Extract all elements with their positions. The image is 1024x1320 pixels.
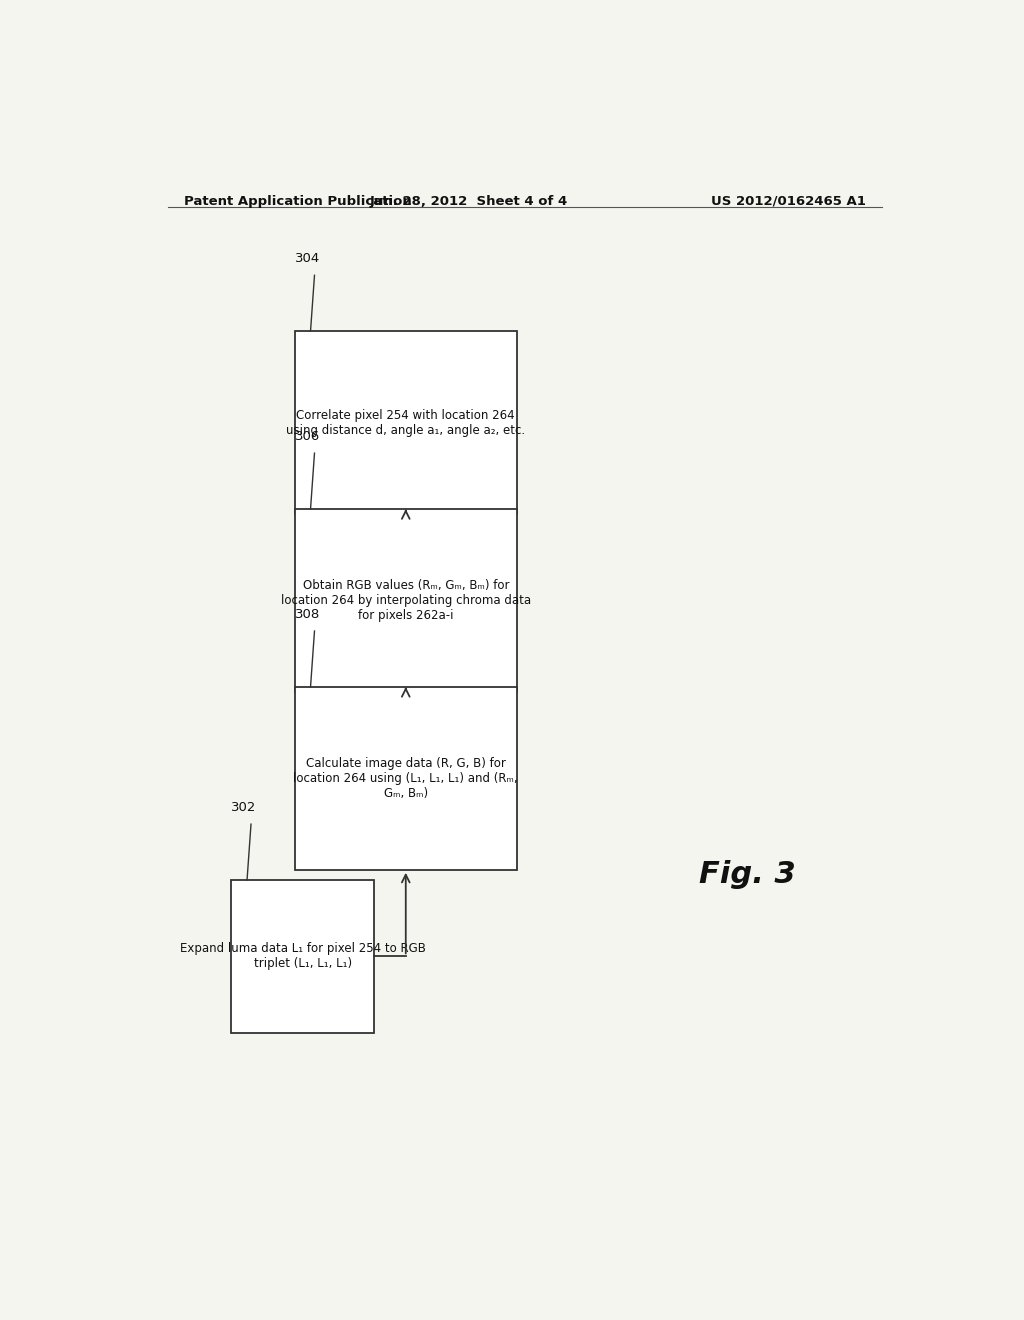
Bar [231, 880, 374, 1032]
Text: 308: 308 [295, 609, 319, 620]
Bar [295, 331, 517, 515]
Text: Fig. 3: Fig. 3 [699, 861, 796, 890]
Text: Jun. 28, 2012  Sheet 4 of 4: Jun. 28, 2012 Sheet 4 of 4 [370, 195, 568, 209]
Bar [295, 686, 517, 870]
Text: Expand luma data L₁ for pixel 254 to RGB
triplet (L₁, L₁, L₁): Expand luma data L₁ for pixel 254 to RGB… [179, 942, 426, 970]
Text: US 2012/0162465 A1: US 2012/0162465 A1 [712, 195, 866, 209]
Text: 304: 304 [295, 252, 319, 265]
Text: Patent Application Publication: Patent Application Publication [183, 195, 412, 209]
Text: Correlate pixel 254 with location 264
using distance d, angle a₁, angle a₂, etc.: Correlate pixel 254 with location 264 us… [286, 409, 525, 437]
Text: 306: 306 [295, 430, 319, 444]
Text: Obtain RGB values (Rₘ, Gₘ, Bₘ) for
location 264 by interpolating chroma data
for: Obtain RGB values (Rₘ, Gₘ, Bₘ) for locat… [281, 579, 530, 622]
Bar [295, 510, 517, 692]
Text: Calculate image data (R, G, B) for
location 264 using (L₁, L₁, L₁) and (Rₘ,
Gₘ, : Calculate image data (R, G, B) for locat… [294, 756, 518, 800]
Text: 302: 302 [231, 801, 257, 814]
